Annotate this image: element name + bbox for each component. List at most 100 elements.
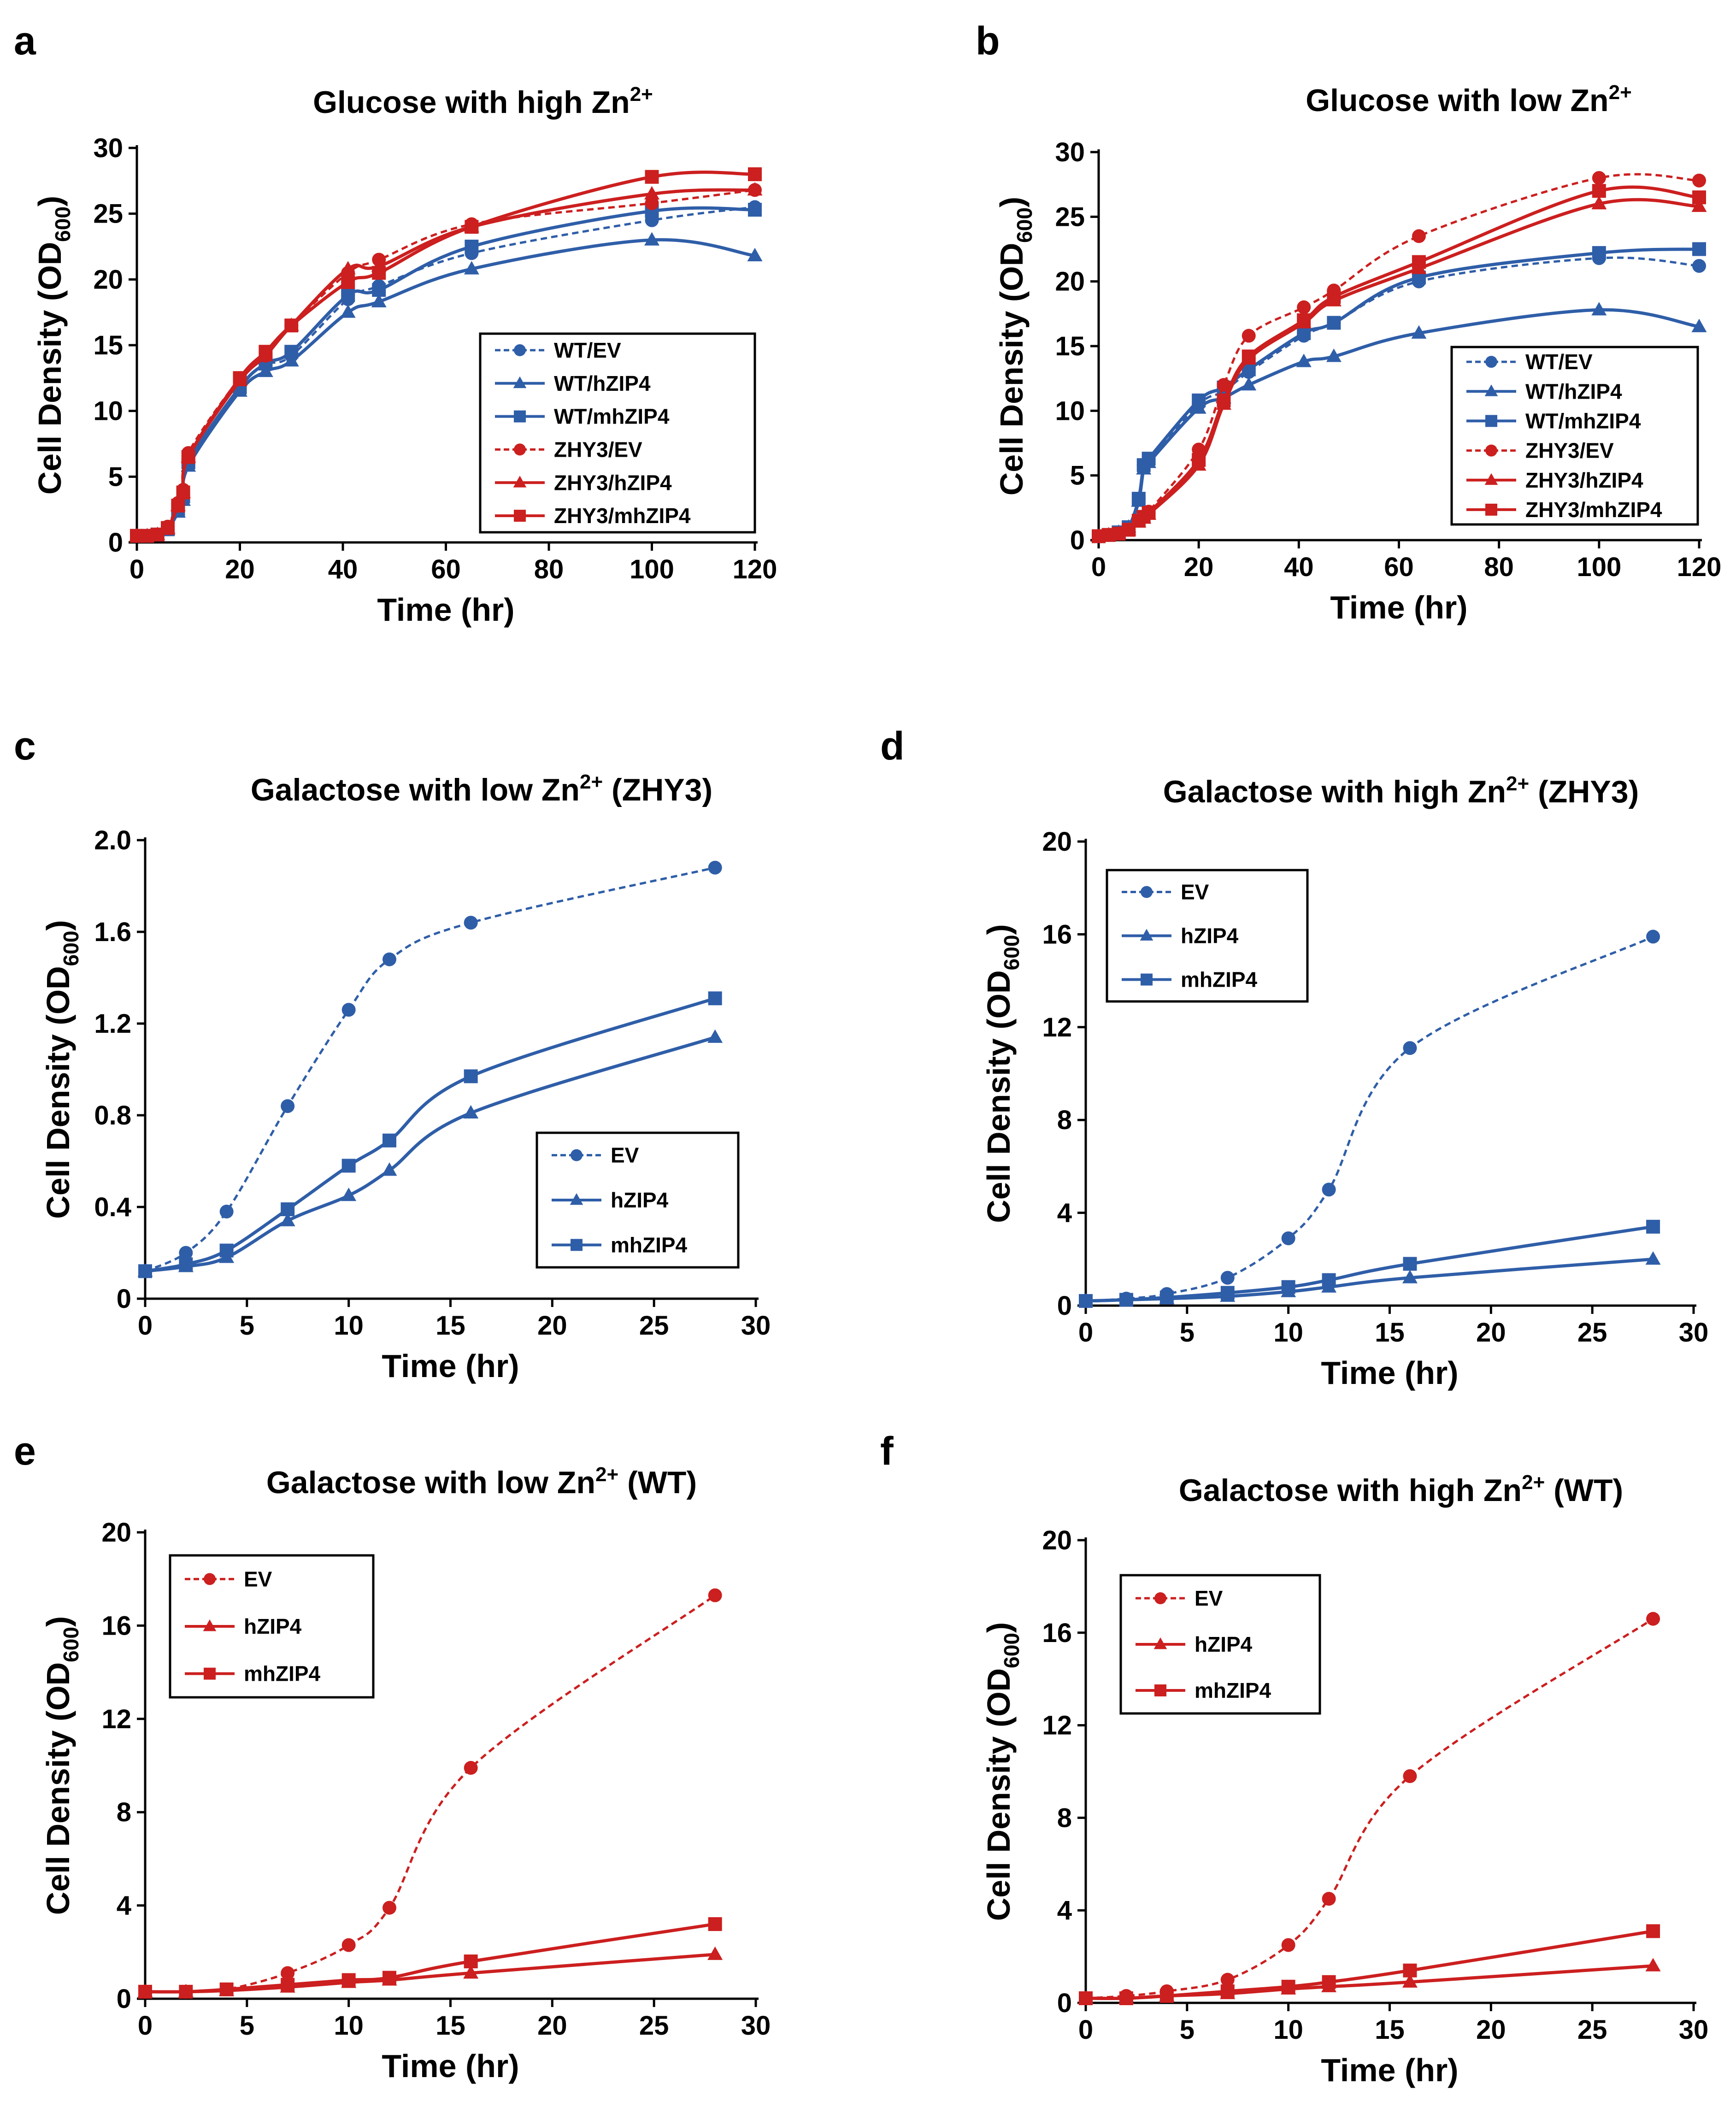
x-tick-label: 120 — [733, 554, 777, 584]
data-point — [1119, 1293, 1133, 1307]
x-tick-label: 100 — [630, 554, 674, 584]
legend-label: mhZIP4 — [1195, 1678, 1271, 1702]
chart-title-superscript: 2+ — [1506, 772, 1529, 795]
data-point — [645, 170, 659, 184]
data-point — [219, 1982, 234, 1996]
data-point — [341, 1003, 356, 1017]
chart-title-text: Galactose with high Zn — [1179, 1473, 1522, 1508]
data-point — [179, 1246, 193, 1260]
data-point — [1297, 300, 1311, 314]
legend: EV hZIP4 mhZIP4 — [536, 1131, 740, 1269]
data-point — [1142, 452, 1156, 466]
data-point — [138, 1264, 152, 1278]
y-tick-label: 0 — [108, 528, 123, 558]
series-mhzip4 — [1079, 1219, 1660, 1308]
data-point — [1220, 1972, 1235, 1987]
legend-label: ZHY3/hZIP4 — [1525, 468, 1643, 492]
data-point — [1592, 246, 1606, 260]
data-point — [179, 1257, 193, 1271]
series-mhzip4 — [1079, 1924, 1660, 2005]
data-point — [464, 916, 478, 930]
y-axis-label-subscript: 600 — [59, 1627, 83, 1662]
data-point — [1691, 198, 1707, 212]
x-tick-label: 5 — [240, 1311, 254, 1341]
data-point — [1646, 1924, 1660, 1938]
legend-label: EV — [1195, 1586, 1223, 1610]
y-tick-label: 20 — [1042, 1525, 1072, 1555]
legend-marker — [204, 1573, 216, 1585]
chart-title-text: Glucose with low Zn — [1306, 83, 1608, 118]
chart-c-svg: c Galactose with low Zn2+ (ZHY3) 0 5 10 15 20 2… — [14, 724, 771, 1384]
chart-e-svg: e Galactose with low Zn2+ (WT) 0 5 10 15 20 25 3… — [14, 1429, 771, 2084]
legend-label: ZHY3/hZIP4 — [554, 471, 672, 494]
data-point — [1591, 196, 1607, 210]
x-tick-label: 10 — [334, 2011, 364, 2041]
panel-a: a Glucose with high Zn2+ 0 20 40 60 80 100 120 0 5… — [0, 0, 866, 705]
legend-label: EV — [611, 1143, 639, 1167]
x-tick-label: 20 — [537, 1311, 567, 1341]
data-point — [1297, 326, 1311, 340]
legend-marker — [514, 410, 526, 423]
data-point — [281, 1202, 295, 1216]
data-point — [1692, 173, 1706, 188]
chart-title: Galactose with low Zn2+ (WT) — [266, 1463, 697, 1500]
y-tick-label: 16 — [1042, 919, 1072, 949]
x-tick-label: 5 — [1180, 2015, 1195, 2045]
y-axis-label: Cell Density (OD600) — [40, 920, 83, 1219]
chart-title-suffix: (ZHY3) — [1529, 774, 1639, 809]
y-tick-label: 4 — [117, 1891, 131, 1921]
series-line — [1085, 1618, 1654, 2000]
panel-d: d Galactose with high Zn2+ (ZHY3) 0 5 10 15 20… — [866, 705, 1733, 1410]
chart-title-text: Galactose with high Zn — [1163, 774, 1506, 809]
legend-label: ZHY3/EV — [1525, 439, 1614, 463]
data-point — [1591, 302, 1607, 316]
legend-label: hZIP4 — [1181, 924, 1239, 948]
data-point — [1322, 1975, 1336, 1989]
data-point — [645, 196, 659, 210]
data-point — [1281, 1280, 1295, 1294]
y-tick-label: 5 — [108, 462, 123, 492]
data-point — [219, 1204, 234, 1218]
data-point — [1192, 453, 1206, 467]
y-tick-label: 12 — [1042, 1012, 1072, 1042]
legend-marker — [514, 344, 526, 356]
y-axis-label-end: ) — [981, 924, 1017, 935]
series-line — [1085, 936, 1654, 1302]
y-tick-label: 0 — [1070, 525, 1085, 555]
panel-e: e Galactose with low Zn2+ (WT) 0 5 10 15 20 25 3… — [0, 1410, 866, 2115]
y-tick-label: 0 — [117, 1984, 131, 2014]
legend-label: EV — [1181, 880, 1209, 904]
data-point — [1592, 184, 1606, 198]
data-point — [1220, 1286, 1235, 1300]
data-point — [1322, 1892, 1336, 1906]
x-axis-label: Time (hr) — [1321, 2052, 1458, 2088]
y-tick-label: 1.6 — [94, 917, 131, 947]
data-point — [1220, 1271, 1235, 1285]
chart-title-superscript: 2+ — [1522, 1471, 1545, 1494]
data-point — [219, 1243, 234, 1258]
legend-label: ZHY3/mhZIP4 — [1525, 498, 1662, 522]
chart-a-svg: a Glucose with high Zn2+ 0 20 40 60 80 100 120 0 5… — [14, 19, 777, 628]
chart-title-superscript: 2+ — [595, 1463, 618, 1486]
y-axis-label-end: ) — [40, 920, 76, 930]
y-axis-label-subscript: 600 — [1000, 1633, 1024, 1668]
data-point — [1297, 313, 1311, 327]
data-point — [1296, 353, 1312, 367]
y-axis-label-end: ) — [40, 1616, 76, 1627]
x-tick-label: 40 — [328, 554, 358, 584]
y-axis-label-subscript: 600 — [51, 206, 75, 242]
data-point — [280, 1213, 295, 1226]
y-axis-label-text: Cell Density (OD — [40, 966, 76, 1218]
series-mhzip4 — [138, 1917, 722, 1999]
x-tick-label: 15 — [1375, 2015, 1405, 2045]
chart-title-superscript: 2+ — [580, 771, 603, 793]
x-axis-label: Time (hr) — [377, 592, 514, 628]
x-tick-label: 25 — [639, 1311, 669, 1341]
data-point — [1281, 1938, 1295, 1952]
chart-d-svg: d Galactose with high Zn2+ (ZHY3) 0 5 10 15 20… — [880, 724, 1708, 1391]
data-point — [747, 247, 763, 261]
data-point — [1242, 329, 1256, 343]
legend-marker — [1141, 973, 1153, 986]
chart-title-suffix: (ZHY3) — [603, 772, 712, 807]
legend-marker — [1484, 473, 1498, 485]
